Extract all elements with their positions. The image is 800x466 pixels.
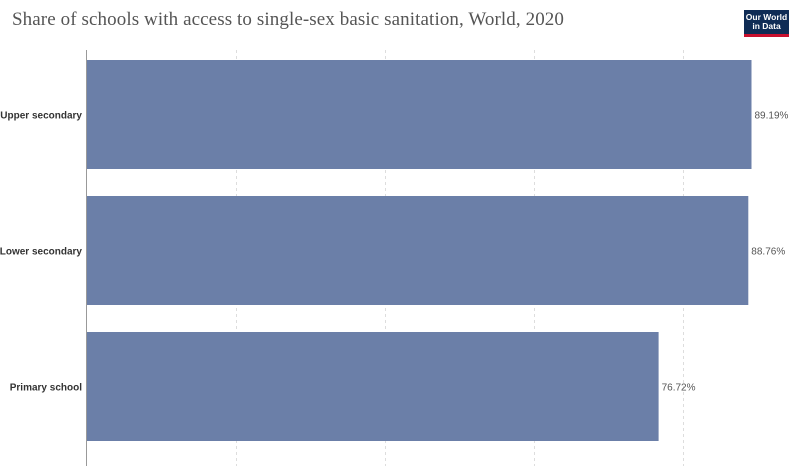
value-label: 88.76% xyxy=(751,247,785,258)
category-labels: Upper secondary Lower secondary Primary sc… xyxy=(0,111,82,394)
bar[interactable] xyxy=(87,332,659,441)
category-label: Primary school xyxy=(10,383,82,394)
value-label: 76.72% xyxy=(662,383,696,394)
value-labels: 89.19% 88.76% 76.72% xyxy=(662,111,789,394)
bars xyxy=(87,60,752,441)
category-label: Lower secondary xyxy=(0,247,82,258)
logo-line-1: Our World xyxy=(745,12,788,22)
owid-logo[interactable]: Our World in Data xyxy=(744,10,789,37)
bar[interactable] xyxy=(87,60,752,169)
value-label: 89.19% xyxy=(755,111,789,122)
category-label: Upper secondary xyxy=(0,111,82,122)
bar[interactable] xyxy=(87,196,749,305)
chart-title: Share of schools with access to single-s… xyxy=(12,9,564,30)
logo-line-2: in Data xyxy=(752,21,781,31)
